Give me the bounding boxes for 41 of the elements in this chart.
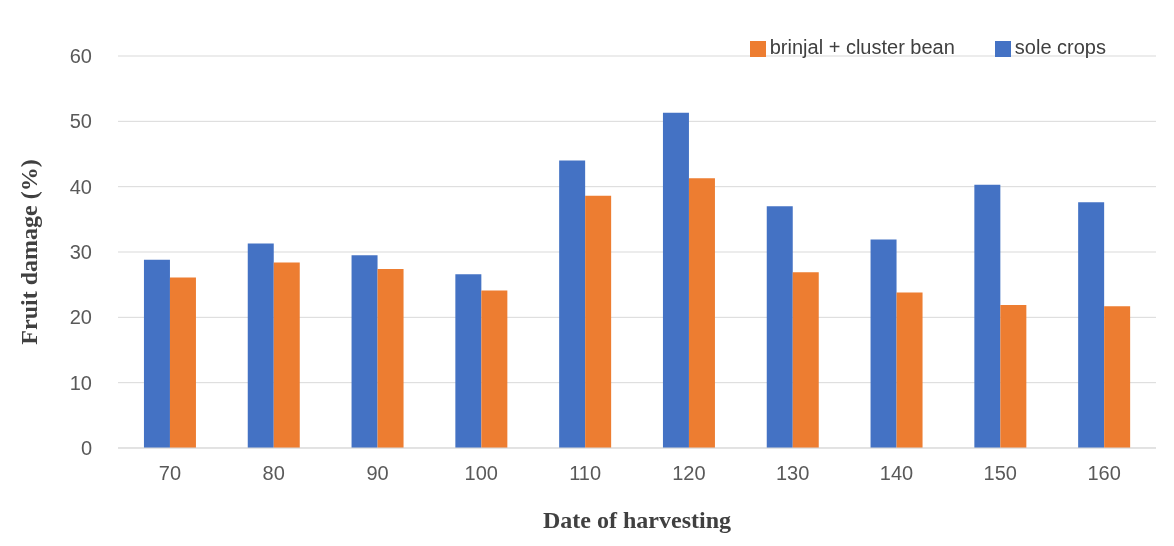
- x-tick-label: 130: [776, 462, 810, 485]
- x-tick-label: 80: [262, 462, 285, 485]
- bar: [377, 268, 404, 448]
- bar: [974, 184, 1001, 448]
- bar: [481, 290, 508, 448]
- x-tick-label: 120: [672, 462, 706, 485]
- bar: [143, 259, 170, 448]
- y-tick-label: 10: [69, 371, 92, 394]
- bar: [1104, 306, 1131, 448]
- x-tick-label: 150: [983, 462, 1017, 485]
- bar: [351, 255, 378, 448]
- x-tick-label: 140: [879, 462, 914, 485]
- legend-label: sole crops: [1014, 36, 1106, 58]
- bar: [455, 274, 482, 448]
- x-tick-label: 90: [366, 462, 389, 485]
- x-tick-label: 110: [569, 462, 602, 485]
- y-axis-title: Fruit damage (%): [15, 159, 42, 345]
- y-tick-label: 50: [69, 110, 92, 133]
- bar: [896, 292, 923, 448]
- y-tick-label: 0: [80, 437, 92, 460]
- y-tick-label: 60: [69, 45, 92, 68]
- y-tick-label: 40: [69, 175, 92, 198]
- bar: [662, 112, 689, 448]
- bar: [169, 277, 196, 448]
- bar: [792, 272, 819, 448]
- bar: [247, 243, 274, 448]
- bar: [688, 178, 715, 448]
- x-tick-label: 160: [1087, 462, 1121, 485]
- x-axis-title: Date of harvesting: [543, 507, 731, 533]
- bar: [1078, 202, 1105, 448]
- y-tick-label: 20: [69, 306, 92, 329]
- bar: [273, 262, 300, 448]
- x-tick-label: 70: [158, 462, 182, 485]
- bar: [559, 160, 586, 448]
- bar: [870, 239, 897, 448]
- bar: [585, 195, 612, 448]
- x-tick-label: 100: [464, 462, 498, 485]
- bar: [1000, 304, 1027, 448]
- y-tick-label: 30: [69, 241, 92, 264]
- legend-label: brinjal + cluster bean: [769, 36, 955, 58]
- bar: [766, 206, 793, 448]
